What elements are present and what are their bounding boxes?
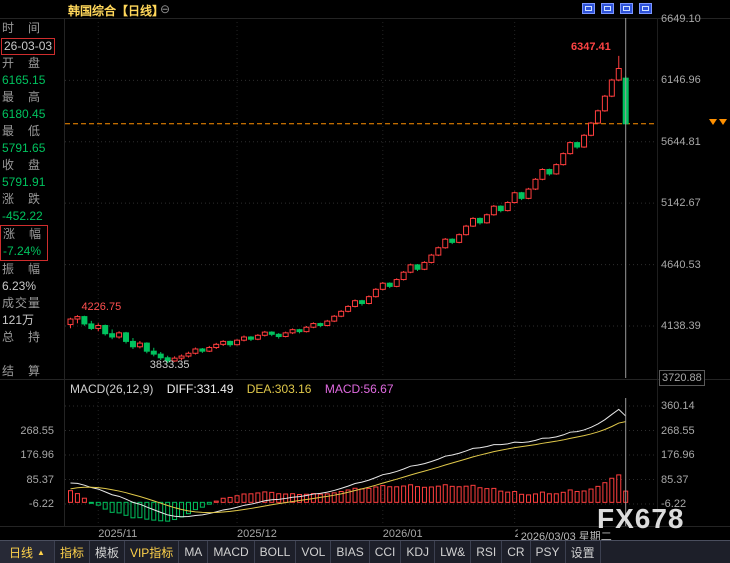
toolbar-tab[interactable]: 模板 [90,541,125,563]
info-value: 121万 [2,313,35,327]
quote-info-panel: 时间 26-03-03 开盘 6165.15 最高 6180.45 最低 5791.65 收盘 5… [0,20,64,397]
toolbar-tab[interactable]: PSY [531,541,566,563]
info-label: 最低 [2,124,40,138]
macd-left-tick: 268.55 [20,424,54,437]
price-axis-tick: 4138.39 [661,319,701,332]
top-bar: 韩国综合【日线】 ⊖ [0,0,730,19]
toolbar-tab[interactable]: CR [502,541,531,563]
toolbar-tab[interactable]: VOL [296,541,332,563]
price-axis-tick: 5142.67 [661,197,701,210]
info-value: 5791.91 [2,175,46,189]
macd-dea-value: DEA:303.16 [246,382,312,396]
info-label: 成交量 [2,296,40,310]
info-label: 收盘 [2,158,40,172]
macd-header: MACD(26,12,9) DIFF:331.49 DEA:303.16 MAC… [70,382,404,397]
panel-divider [64,18,65,526]
price-axis-tick: 3720.88 [659,370,705,386]
bottom-toolbar: 日线 ▲ 指标 模板 VIP指标 MA MACD BOLL VOL BIAS CCI KDJ LW&… [0,540,730,563]
macd-axis-tick: 176.96 [661,449,695,461]
info-row: 时间 26-03-03 [1,20,64,55]
info-value: 6.23% [2,279,37,293]
chevron-up-icon: ▲ [37,547,45,557]
macd-formula-label: MACD(26,12,9) [70,382,154,396]
info-label: 最高 [2,90,40,104]
info-label: 开盘 [2,56,40,70]
price-axis-tick: 6649.10 [661,13,701,25]
info-row: 开盘 6165.15 [2,55,64,89]
period-label: 日线 [9,545,34,560]
axis-divider [657,18,658,526]
macd-chart[interactable] [65,398,657,526]
toolbar-tab[interactable]: MA [179,541,209,563]
info-row: 收盘 5791.91 [2,157,64,191]
toolbar-tab[interactable]: CCI [370,541,402,563]
price-axis-tick: 5644.81 [661,135,701,148]
macd-left-tick: 176.96 [20,449,54,461]
macd-left-tick: 85.37 [26,473,54,486]
info-row: 涨跌 -452.22 [2,191,64,225]
info-value [2,346,64,363]
info-value [2,380,64,397]
layout-grid-icon[interactable] [582,3,595,14]
svg-text:3833.35: 3833.35 [150,359,190,371]
info-row: 成交量 121万 [2,295,64,329]
info-value: 6180.45 [2,107,46,121]
last-price-marker-arrows [709,119,727,125]
info-label: 总持 [2,330,40,344]
highlighted-value: 26-03-03 [1,38,56,55]
chart-macd-divider [0,379,730,380]
info-label: 涨幅 [3,227,41,241]
info-row: 结算 [2,363,64,397]
macd-axis-tick: 268.55 [661,424,695,437]
period-selector-button[interactable]: 日线 ▲ [0,541,55,563]
highlight-box: 涨幅 -7.24% [0,225,48,261]
info-label: 结算 [2,364,40,378]
macd-axis-tick: 360.14 [661,400,695,412]
zoom-out-icon[interactable]: ⊖ [160,2,171,16]
macd-axis-tick: -6.22 [661,498,687,510]
candlestick-chart[interactable]: 4226.75 3833.35 6347.41 [65,18,657,378]
info-label: 振幅 [2,262,40,276]
toolbar-tab[interactable]: BIAS [331,541,370,563]
watermark: FX678 [597,503,685,534]
toolbar-tab[interactable]: VIP指标 [125,541,180,563]
info-row: 最高 6180.45 [2,89,64,123]
svg-text:4226.75: 4226.75 [81,301,121,313]
info-row: 振幅 6.23% [2,261,64,295]
info-value: 6165.15 [2,73,46,87]
info-label: 时间 [2,21,40,35]
chart-title: 韩国综合【日线】 [68,4,165,18]
info-row: 总持 [2,329,64,363]
indicator-tabs: 指标 模板 VIP指标 MA MACD BOLL VOL BIAS CCI KDJ LW& RSI CR… [55,541,601,563]
info-row: 最低 5791.65 [2,123,64,157]
toolbar-tab[interactable]: BOLL [255,541,297,563]
info-value: -452.22 [2,209,43,223]
price-axis-tick: 6146.96 [661,74,701,87]
price-axis: 6649.10 6146.96 5644.81 5142.67 4640.53 4138.… [658,0,730,540]
price-axis-tick: 4640.53 [661,258,701,271]
window-buttons [582,3,652,14]
info-label: 涨跌 [2,192,40,206]
macd-axis-tick: 85.37 [661,473,689,486]
toolbar-tab[interactable]: RSI [471,541,503,563]
macd-left-tick: -6.22 [28,498,54,510]
toolbar-tab[interactable]: 设置 [566,541,601,563]
tile-vertical-icon[interactable] [620,3,633,14]
svg-text:6347.41: 6347.41 [571,41,611,53]
info-value: -7.24% [3,244,42,258]
toolbar-tab[interactable]: LW& [435,541,472,563]
toolbar-tab[interactable]: KDJ [401,541,436,563]
macd-hist-value: MACD:56.67 [324,382,394,396]
info-value: 5791.65 [2,141,46,155]
tile-horizontal-icon[interactable] [601,3,614,14]
macd-diff-value: DIFF:331.49 [166,382,234,396]
toolbar-tab[interactable]: MACD [208,541,255,563]
x-axis-label: 2026/01 [382,528,423,540]
x-axis-label: 2025/12 [237,528,277,540]
maximize-icon[interactable] [639,3,652,14]
toolbar-tab[interactable]: 指标 [55,541,90,563]
x-axis-label: 2025/11 [98,528,138,540]
